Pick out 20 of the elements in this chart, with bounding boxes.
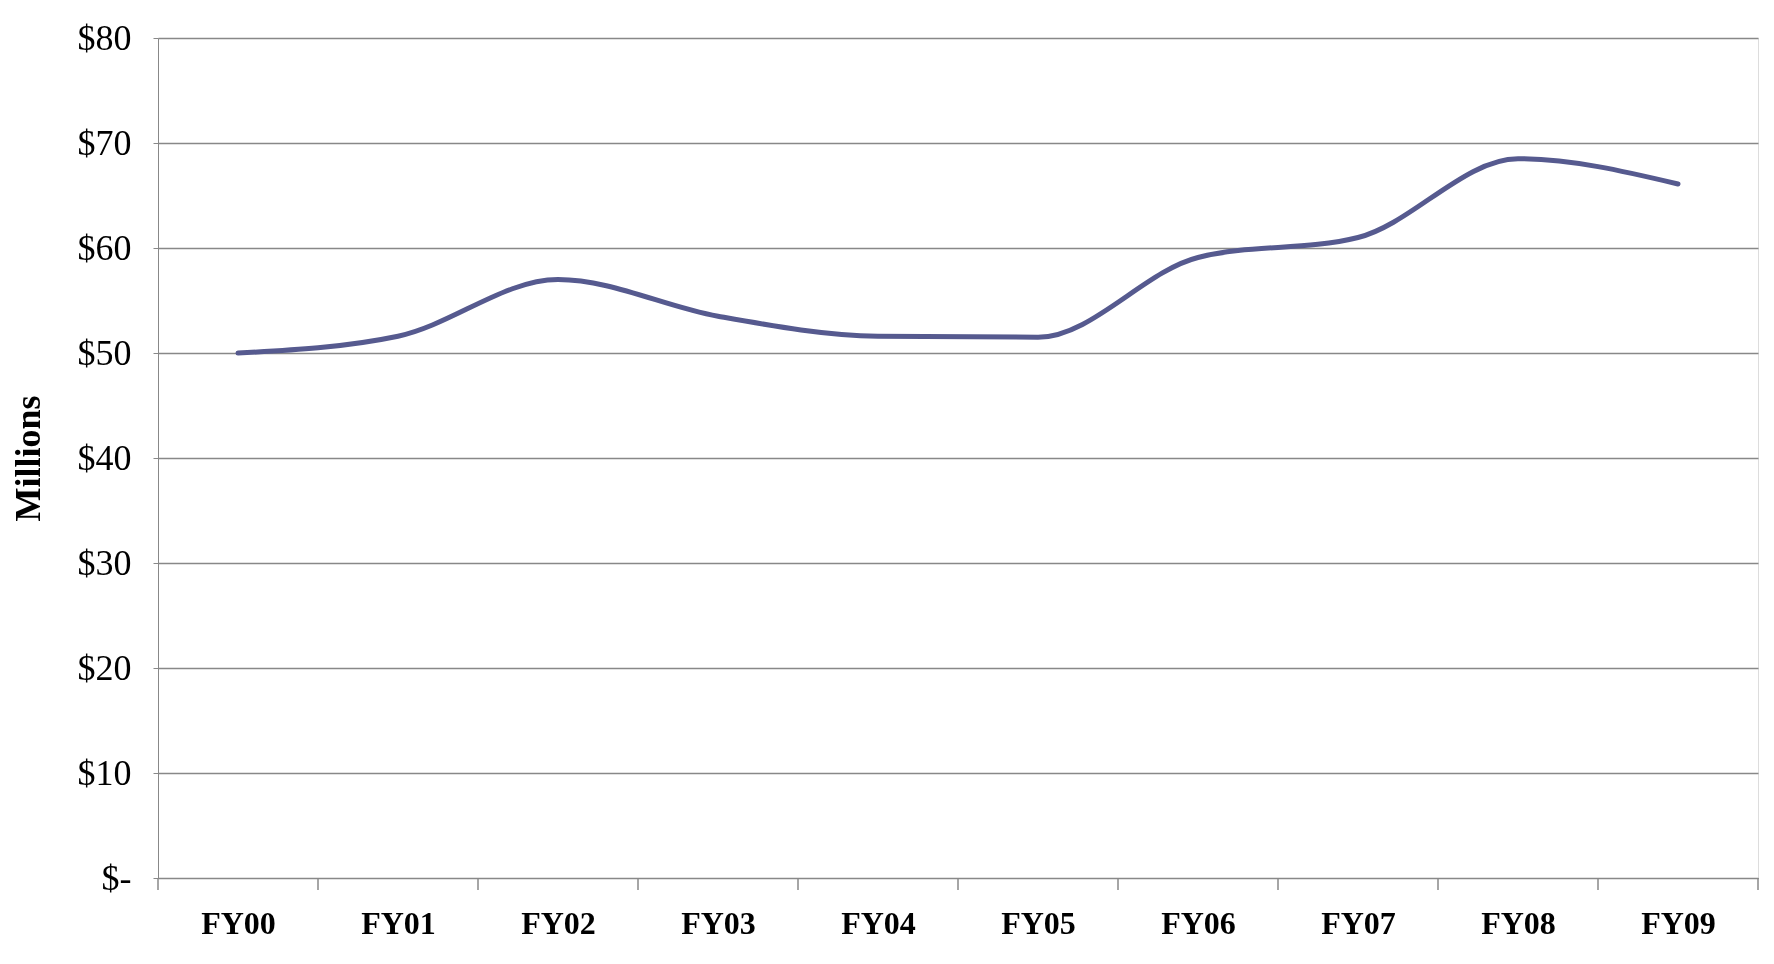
- y-tick-label: $40: [77, 437, 132, 478]
- x-tick-label: FY07: [1321, 904, 1396, 941]
- x-tick-label: FY09: [1641, 904, 1716, 941]
- x-tick-label: FY02: [521, 904, 596, 941]
- x-tick-label: FY03: [681, 904, 756, 941]
- x-tick-label: FY05: [1001, 904, 1076, 941]
- x-tick-label: FY00: [201, 904, 276, 941]
- y-axis-title: Millions: [7, 395, 48, 522]
- y-tick-label: $30: [77, 542, 132, 583]
- y-tick-label: $70: [77, 122, 132, 163]
- y-tick-label: $20: [77, 647, 132, 688]
- y-tick-label: $80: [77, 17, 132, 58]
- x-tick-label: FY08: [1481, 904, 1556, 941]
- y-tick-label: $-: [101, 857, 132, 898]
- x-tick-label: FY01: [361, 904, 436, 941]
- x-tick-label: FY04: [841, 904, 916, 941]
- y-tick-label: $60: [77, 227, 132, 268]
- y-tick-label: $10: [77, 752, 132, 793]
- x-tick-label: FY06: [1161, 904, 1236, 941]
- y-tick-label: $50: [77, 332, 132, 373]
